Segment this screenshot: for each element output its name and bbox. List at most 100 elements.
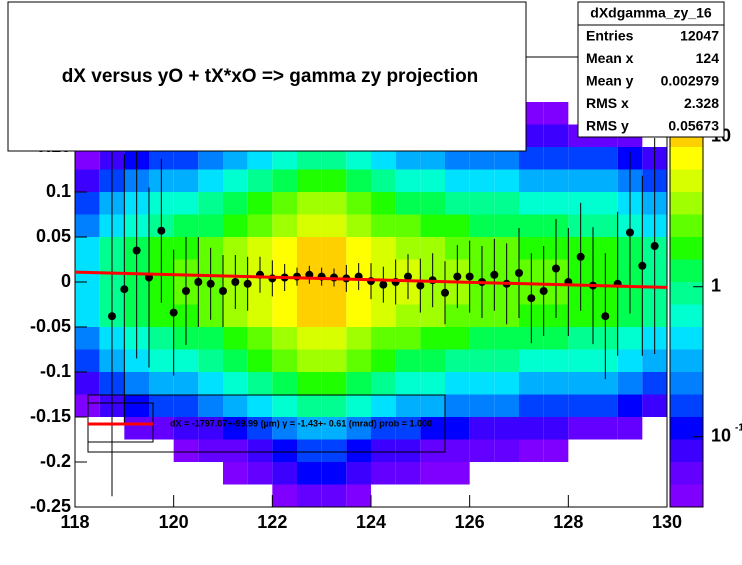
heatmap-cell (593, 214, 618, 237)
heatmap-cell (543, 102, 569, 125)
heatmap-cell (247, 439, 273, 462)
heatmap-cell (272, 192, 297, 215)
heatmap-cell (272, 237, 297, 260)
heatmap-cell (494, 169, 519, 192)
heatmap-cell (75, 372, 100, 395)
heatmap-cell (149, 394, 174, 417)
z-tick-label: 10 (711, 425, 731, 445)
profile-point (231, 278, 240, 286)
heatmap-cell (445, 349, 470, 372)
heatmap-cell (593, 169, 618, 192)
heatmap-cell (420, 304, 445, 327)
heatmap-cell (469, 394, 495, 417)
heatmap-cell (420, 349, 445, 372)
heatmap-cell (321, 214, 347, 237)
heatmap-cell (321, 372, 347, 395)
heatmap-cell (371, 214, 396, 237)
heatmap-cell (75, 192, 100, 215)
heatmap-cell (223, 304, 248, 327)
heatmap-cell (519, 169, 544, 192)
colorbar-band (670, 304, 703, 327)
heatmap-cell (371, 372, 396, 395)
heatmap-cell (420, 372, 445, 395)
heatmap-cell (198, 417, 223, 440)
title-box (7, 1, 527, 152)
heatmap-cell (223, 237, 248, 260)
heatmap-cell (395, 417, 421, 440)
heatmap-cell (223, 394, 248, 417)
heatmap-cell (223, 214, 248, 237)
heatmap-cell (198, 169, 223, 192)
heatmap-cell (519, 394, 544, 417)
heatmap-cell (494, 192, 519, 215)
colorbar-band (670, 462, 703, 485)
profile-point (169, 308, 178, 317)
heatmap-cell (445, 214, 470, 237)
stats-label: Mean y (586, 73, 634, 89)
heatmap-cell (272, 439, 297, 462)
heatmap-cell (173, 192, 199, 215)
heatmap-cell (593, 372, 618, 395)
y-tick-label: -0.25 (30, 496, 71, 516)
heatmap-cell (247, 417, 273, 440)
heatmap-cell (297, 192, 322, 215)
y-tick-label: -0.1 (40, 361, 71, 381)
heatmap-cell (395, 462, 421, 485)
heatmap-cell (247, 372, 273, 395)
heatmap-cell (223, 372, 248, 395)
heatmap-cell (395, 214, 421, 237)
heatmap-cell (420, 237, 445, 260)
stats-value: 0.05673 (668, 118, 719, 134)
legend-text: dX = -1797.07+-99.99 (µm) γ = -1.43+- 0.… (170, 418, 432, 428)
heatmap-cell (297, 372, 322, 395)
heatmap-cell (198, 439, 223, 462)
heatmap-cell (297, 237, 322, 260)
profile-point (515, 269, 523, 277)
heatmap-cell (445, 462, 470, 485)
heatmap-cell (469, 439, 495, 462)
heatmap-cell (75, 282, 100, 305)
heatmap-cell (494, 394, 519, 417)
heatmap-cell (149, 349, 174, 372)
heatmap-cell (543, 439, 569, 462)
profile-point (441, 288, 449, 297)
heatmap-cell (445, 304, 470, 327)
heatmap-cell (445, 417, 470, 440)
heatmap-cell (543, 124, 569, 147)
heatmap-cell (272, 417, 297, 440)
heatmap-cell (371, 462, 396, 485)
heatmap-cell (272, 327, 297, 350)
heatmap-cell (272, 394, 297, 417)
heatmap-cell (568, 394, 593, 417)
heatmap-cell (593, 147, 618, 170)
heatmap-cell (321, 439, 347, 462)
heatmap-cell (321, 349, 347, 372)
y-tick-label: -0.05 (30, 316, 71, 336)
heatmap-cell (75, 237, 100, 260)
heatmap-cell (75, 259, 100, 282)
colorbar-band (670, 484, 703, 507)
profile-point (120, 285, 129, 294)
stats-label: Entries (586, 28, 634, 44)
fit-line (74, 270, 668, 289)
heatmap-cell (247, 169, 273, 192)
heatmap-cell (494, 417, 519, 440)
heatmap-cell (445, 169, 470, 192)
heatmap-cell (173, 349, 199, 372)
heatmap-cell (321, 394, 347, 417)
chart-title: dX versus yO + tX*xO => gamma zy project… (62, 66, 479, 87)
heatmap-cell (321, 327, 347, 350)
heatmap-cell (247, 192, 273, 215)
heatmap-cell (75, 147, 100, 170)
z-tick-exponent: -1 (735, 422, 742, 433)
heatmap-cell (149, 417, 174, 440)
x-tick-label: 118 (60, 512, 89, 532)
heatmap-cell (494, 214, 519, 237)
heatmap-cell (173, 394, 199, 417)
heatmap-cell (346, 484, 371, 507)
heatmap-cell (173, 214, 199, 237)
heatmap-cell (617, 304, 643, 327)
heatmap-cell (371, 394, 396, 417)
heatmap-cell (272, 282, 297, 305)
